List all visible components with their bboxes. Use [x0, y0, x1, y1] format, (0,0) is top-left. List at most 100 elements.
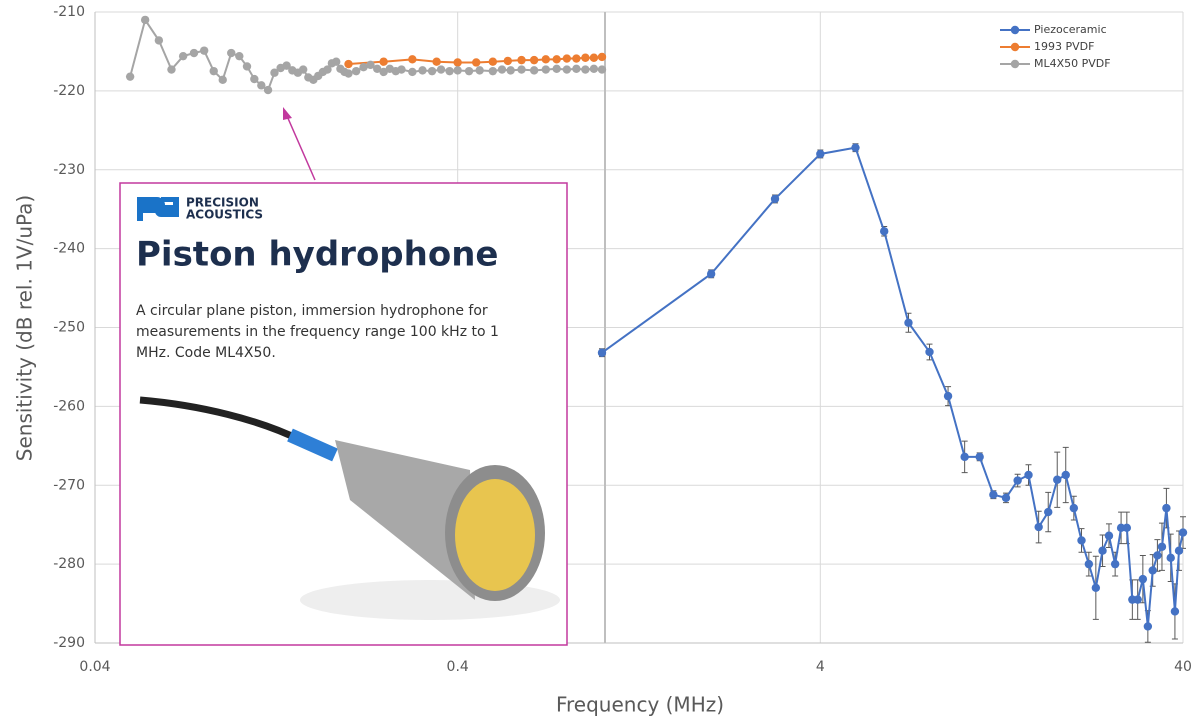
marker [1144, 622, 1152, 630]
marker [542, 65, 550, 73]
marker [552, 65, 560, 73]
marker [598, 65, 606, 73]
marker [771, 195, 779, 203]
x-tick-label: 40 [1174, 659, 1192, 675]
marker [472, 58, 480, 66]
marker [489, 57, 497, 65]
marker [418, 66, 426, 74]
marker [1162, 504, 1170, 512]
marker [250, 75, 258, 83]
marker [1167, 554, 1175, 562]
marker [1053, 476, 1061, 484]
arrow [287, 116, 315, 180]
page: -290-280-270-260-250-240-230-220-2100.04… [0, 0, 1194, 719]
legend-label: 1993 PVDF [1034, 40, 1094, 53]
marker [542, 55, 550, 63]
marker [598, 349, 606, 357]
marker [1062, 471, 1070, 479]
marker [299, 65, 307, 73]
marker [1024, 471, 1032, 479]
marker [1149, 566, 1157, 574]
y-axis-title: Sensitivity (dB rel. 1V/uPa) [13, 195, 37, 461]
marker [1175, 547, 1183, 555]
inset: PRECISION ACOUSTICS Piston hydrophone A … [120, 183, 567, 645]
marker [437, 65, 445, 73]
chart: -290-280-270-260-250-240-230-220-2100.04… [0, 0, 1194, 719]
marker [1171, 607, 1179, 615]
marker [530, 56, 538, 64]
marker [989, 491, 997, 499]
marker [816, 150, 824, 158]
marker [590, 54, 598, 62]
marker [227, 49, 235, 57]
marker [904, 319, 912, 327]
marker [344, 69, 352, 77]
marker [1153, 551, 1161, 559]
marker [1158, 543, 1166, 551]
marker [960, 453, 968, 461]
inset-text: measurements in the frequency range 100 … [136, 324, 499, 340]
marker [408, 68, 416, 76]
marker [530, 66, 538, 74]
marker [397, 65, 405, 73]
y-tick-label: -230 [53, 162, 85, 178]
marker [925, 348, 933, 356]
y-tick-label: -240 [53, 241, 85, 257]
marker [352, 67, 360, 75]
marker [332, 57, 340, 65]
marker [572, 65, 580, 73]
arrow-head [283, 107, 292, 120]
marker [126, 72, 134, 80]
marker [190, 49, 198, 57]
marker [517, 65, 525, 73]
marker [475, 66, 483, 74]
marker [1105, 532, 1113, 540]
marker [235, 52, 243, 60]
marker [428, 67, 436, 75]
marker [167, 65, 175, 73]
marker [590, 65, 598, 73]
marker [975, 453, 983, 461]
marker [1013, 476, 1021, 484]
inset-title: Piston hydrophone [136, 235, 498, 275]
marker [880, 227, 888, 235]
face [455, 479, 535, 591]
marker [243, 62, 251, 70]
marker [1044, 508, 1052, 516]
brand-line: ACOUSTICS [186, 208, 263, 222]
marker [379, 57, 387, 65]
marker [1179, 528, 1187, 536]
marker [219, 76, 227, 84]
y-tick-label: -210 [53, 4, 85, 20]
marker [264, 86, 272, 94]
marker [432, 57, 440, 65]
x-axis-title: Frequency (MHz) [556, 693, 724, 717]
marker [707, 270, 715, 278]
marker [1133, 595, 1141, 603]
marker [506, 66, 514, 74]
marker [453, 66, 461, 74]
inset-text: A circular plane piston, immersion hydro… [136, 303, 488, 319]
marker [1002, 494, 1010, 502]
y-tick-label: -280 [53, 556, 85, 572]
marker [851, 143, 859, 151]
marker [563, 54, 571, 62]
legend-marker [1011, 60, 1019, 68]
legend-marker [1011, 43, 1019, 51]
legend: Piezoceramic1993 PVDFML4X50 PVDF [1000, 23, 1111, 70]
marker [1034, 523, 1042, 531]
marker [1139, 575, 1147, 583]
y-tick-label: -270 [53, 477, 85, 493]
legend-marker [1011, 26, 1019, 34]
marker [1092, 584, 1100, 592]
legend-label: Piezoceramic [1034, 23, 1107, 36]
x-tick-label: 0.04 [79, 659, 110, 675]
marker [572, 54, 580, 62]
marker [200, 46, 208, 54]
marker [1123, 524, 1131, 532]
series-line [130, 20, 602, 90]
marker [1085, 560, 1093, 568]
marker [155, 36, 163, 44]
y-tick-label: -260 [53, 398, 85, 414]
marker [141, 16, 149, 24]
